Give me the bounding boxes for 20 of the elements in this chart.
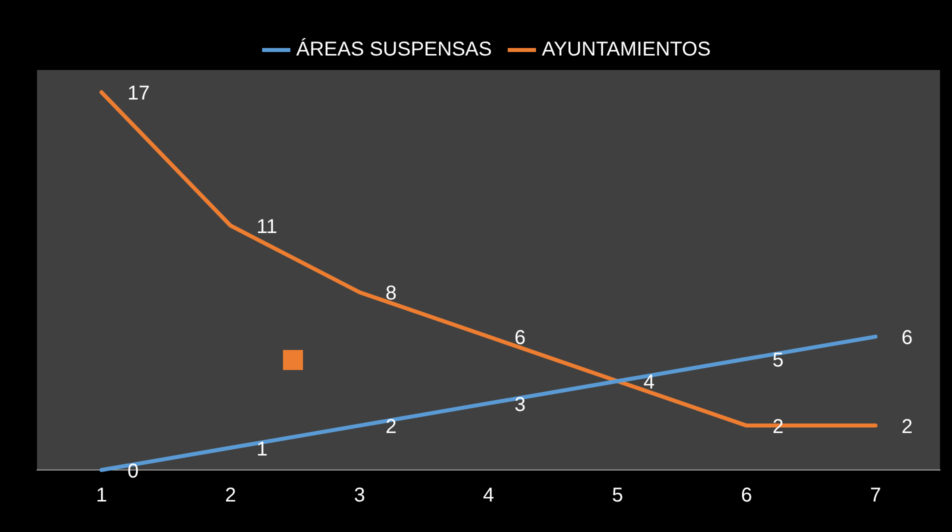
data-label: 6: [514, 327, 526, 350]
data-label: 11: [256, 216, 278, 238]
x-tick-label: 3: [354, 484, 366, 507]
legend-label: AYUNTAMIENTOS: [542, 38, 711, 61]
data-label: 3: [514, 394, 526, 416]
data-label: 4: [644, 372, 655, 394]
data-label: 2: [902, 416, 913, 438]
data-label: 17: [128, 82, 150, 105]
x-tick-label: 4: [482, 484, 494, 507]
x-tick-label: 1: [96, 484, 108, 507]
data-label: 6: [902, 327, 913, 350]
data-label: 1: [256, 438, 268, 460]
data-label: 2: [386, 416, 397, 438]
x-tick-label: 2: [224, 484, 236, 507]
x-tick-label: 6: [740, 484, 752, 507]
data-label: 8: [386, 282, 397, 305]
x-tick-label: 5: [612, 484, 624, 507]
data-label: 5: [772, 349, 784, 372]
legend-label: ÁREAS SUSPENSAS: [296, 38, 492, 61]
x-tick-label: 7: [870, 484, 882, 507]
